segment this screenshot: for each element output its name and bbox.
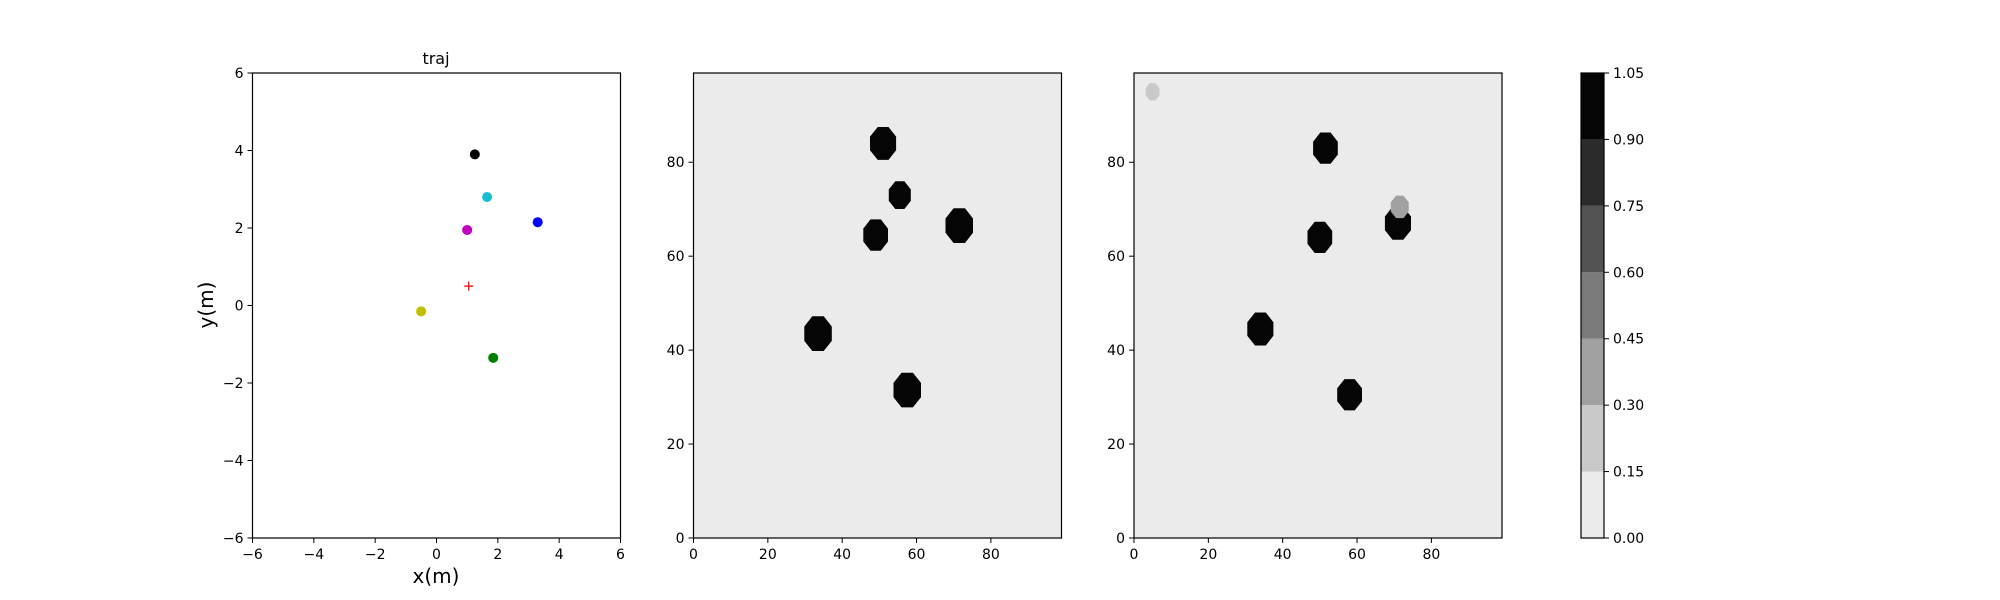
obstacle-blob xyxy=(1337,379,1362,411)
obstacle-blob xyxy=(893,372,921,408)
x-tick-label: 60 xyxy=(908,547,926,563)
x-tick-label: −6 xyxy=(242,547,263,563)
y-tick-label: 40 xyxy=(1107,343,1125,359)
x-tick-label: −2 xyxy=(365,547,386,563)
y-tick-label: −2 xyxy=(223,376,244,392)
obstacle-blob xyxy=(945,208,973,243)
y-tick-label: 20 xyxy=(1107,437,1125,453)
agent-point xyxy=(532,217,543,228)
colorbar-band xyxy=(1581,272,1604,339)
x-tick-label: 0 xyxy=(1130,547,1139,563)
obstacle-blob xyxy=(888,181,911,209)
y-tick-label: 4 xyxy=(235,144,244,160)
x-tick-label: 20 xyxy=(759,547,777,563)
colorbar-tick-label: 0.15 xyxy=(1613,465,1644,481)
x-tick-label: 6 xyxy=(616,547,625,563)
y-tick-label: 0 xyxy=(676,531,685,547)
panel-title: traj xyxy=(422,49,449,68)
colorbar-tick-label: 0.30 xyxy=(1613,398,1644,414)
y-tick-label: 0 xyxy=(235,299,244,315)
obstacle-blob xyxy=(870,127,897,160)
obstacle-blob xyxy=(804,316,832,351)
y-tick-label: −4 xyxy=(223,454,244,470)
agent-point xyxy=(488,352,499,363)
trajectory-panel: traj −6 −4 −2 0 2 4 6 −6 −4 −2 0 2 4 6 x(m) y(m) xyxy=(194,49,625,588)
x-tick-label: 40 xyxy=(833,547,851,563)
colorbar: 0.00 0.15 0.30 0.45 0.60 0.75 0.90 1.05 xyxy=(1580,66,1644,547)
plot-frame xyxy=(692,72,1063,539)
y-tick-label: 60 xyxy=(667,249,685,265)
obstacle-blob xyxy=(1145,83,1160,101)
heatmap-panel-1: 0 20 40 60 80 0 20 40 60 80 xyxy=(667,72,1063,563)
colorbar-band xyxy=(1581,471,1604,538)
x-tick-label: 80 xyxy=(982,547,1000,563)
y-tick-label: 2 xyxy=(235,221,244,237)
colorbar-band xyxy=(1581,405,1604,472)
colorbar-tick-label: 0.60 xyxy=(1613,265,1644,281)
x-tick-label: 60 xyxy=(1348,547,1366,563)
y-tick-label: 40 xyxy=(667,343,685,359)
x-tick-label: 2 xyxy=(493,547,502,563)
colorbar-band xyxy=(1581,205,1604,273)
colorbar-tick-label: 0.90 xyxy=(1613,132,1644,148)
y-tick-label: 6 xyxy=(235,66,244,82)
obstacle-blob xyxy=(1307,221,1333,253)
colorbar-tick-label: 0.75 xyxy=(1613,199,1644,215)
y-tick-label: 60 xyxy=(1107,249,1125,265)
colorbar-tick-label: 1.05 xyxy=(1613,66,1644,82)
plot-frame xyxy=(1133,72,1503,539)
target-marker xyxy=(464,281,474,291)
y-tick-label: 0 xyxy=(1116,531,1125,547)
colorbar-tick-label: 0.00 xyxy=(1613,531,1644,547)
y-tick-label: 80 xyxy=(667,155,685,171)
y-tick-label: 20 xyxy=(667,437,685,453)
y-tick-label: −6 xyxy=(223,531,244,547)
obstacle-blob xyxy=(1390,195,1409,219)
x-tick-label: −4 xyxy=(304,547,325,563)
y-axis-label: y(m) xyxy=(194,282,218,329)
x-tick-label: 80 xyxy=(1422,547,1440,563)
colorbar-tick-label: 0.45 xyxy=(1613,332,1644,348)
y-tick-label: 80 xyxy=(1107,155,1125,171)
x-tick-label: 0 xyxy=(689,547,698,563)
colorbar-band xyxy=(1581,139,1604,206)
x-tick-label: 0 xyxy=(432,547,441,563)
agent-point xyxy=(482,192,493,202)
colorbar-band xyxy=(1581,73,1604,140)
agent-point xyxy=(469,149,480,160)
obstacle-blob xyxy=(1313,132,1338,164)
x-axis-label: x(m) xyxy=(413,564,460,588)
plot-frame xyxy=(251,72,622,539)
agent-point xyxy=(416,306,427,317)
x-tick-label: 20 xyxy=(1199,547,1217,563)
colorbar-frame xyxy=(1580,72,1605,539)
obstacle-blob xyxy=(863,219,888,251)
heatmap-panel-2: 0 20 40 60 80 0 20 40 60 80 xyxy=(1107,72,1503,563)
x-tick-label: 40 xyxy=(1274,547,1292,563)
obstacle-blob xyxy=(1247,312,1274,346)
agent-point xyxy=(462,224,473,235)
x-tick-label: 4 xyxy=(555,547,564,563)
colorbar-band xyxy=(1581,338,1604,406)
